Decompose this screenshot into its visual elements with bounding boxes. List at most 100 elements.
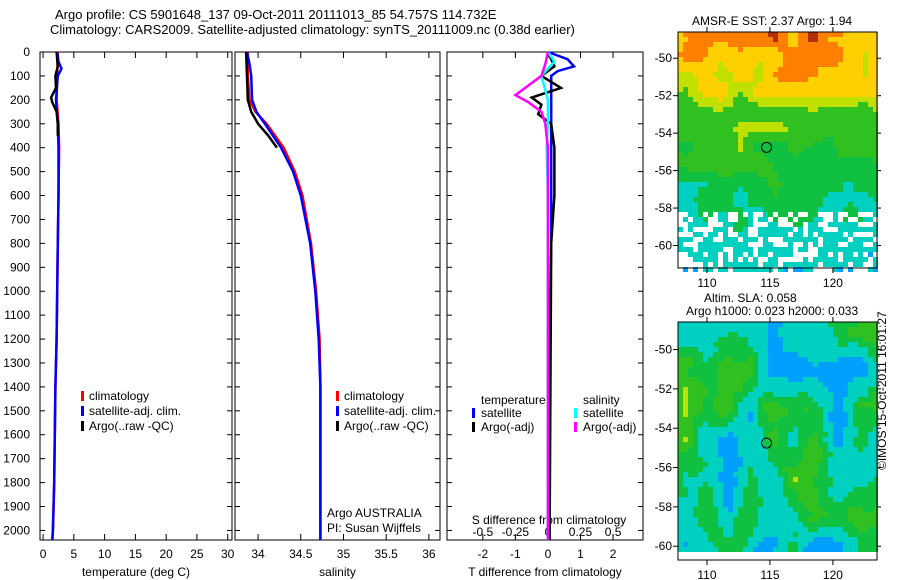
map-cell — [688, 387, 693, 392]
map-cell — [768, 32, 773, 37]
map-cell — [808, 397, 813, 402]
map-cell — [858, 412, 863, 417]
map-cell — [698, 472, 703, 477]
map-cell — [813, 227, 818, 232]
map-cell — [713, 402, 718, 407]
map-cell — [683, 377, 688, 382]
map-cell — [823, 422, 828, 427]
map-cell — [698, 162, 703, 167]
map-cell — [713, 232, 718, 237]
map-cell — [758, 137, 763, 142]
map-cell — [768, 377, 773, 382]
map-cell — [728, 522, 733, 527]
map-cell — [853, 92, 858, 97]
map-cell — [798, 342, 803, 347]
map-cell — [693, 77, 698, 82]
map-cell — [783, 37, 788, 42]
map-cell — [688, 517, 693, 522]
map-cell — [798, 357, 803, 362]
map-cell — [733, 367, 738, 372]
map-cell — [768, 387, 773, 392]
map-cell — [863, 412, 868, 417]
map-cell — [853, 142, 858, 147]
map-cell — [828, 347, 833, 352]
y-tick-label: 900 — [10, 260, 30, 274]
map-cell — [743, 397, 748, 402]
map-cell — [778, 447, 783, 452]
map-cell — [788, 57, 793, 62]
map-cell — [788, 87, 793, 92]
map-cell — [843, 497, 848, 502]
map-cell — [788, 377, 793, 382]
map-cell — [873, 367, 878, 372]
map-cell — [678, 497, 683, 502]
map-cell — [783, 547, 788, 552]
map-cell — [778, 177, 783, 182]
map-cell — [828, 182, 833, 187]
map-cell — [753, 402, 758, 407]
map-cell — [848, 232, 853, 237]
map-cell — [848, 97, 853, 102]
map-cell — [693, 527, 698, 532]
x-axis-label: salinity — [319, 565, 356, 579]
map-cell — [863, 452, 868, 457]
map-cell — [718, 537, 723, 542]
map-cell — [763, 237, 768, 242]
map-cell — [818, 97, 823, 102]
map-cell — [828, 62, 833, 67]
map-cell — [698, 467, 703, 472]
map-cell — [698, 392, 703, 397]
map-cell — [723, 102, 728, 107]
map-cell — [733, 477, 738, 482]
map-cell — [818, 37, 823, 42]
map-cell — [788, 492, 793, 497]
map-cell — [768, 427, 773, 432]
map-cell — [778, 417, 783, 422]
map-cell — [688, 42, 693, 47]
map-cell — [698, 442, 703, 447]
map-cell — [763, 452, 768, 457]
map-cell — [868, 392, 873, 397]
map-cell — [678, 467, 683, 472]
map-cell — [718, 47, 723, 52]
map-cell — [703, 362, 708, 367]
map-cell — [683, 452, 688, 457]
map-cell — [708, 477, 713, 482]
map-cell — [723, 547, 728, 552]
map-cell — [758, 397, 763, 402]
map-cell — [713, 497, 718, 502]
map-cell — [798, 542, 803, 547]
map-cell — [718, 242, 723, 247]
map-cell — [838, 117, 843, 122]
map-cell — [778, 122, 783, 127]
map-cell — [818, 502, 823, 507]
map-cell — [798, 382, 803, 387]
map-cell — [868, 137, 873, 142]
map-cell — [738, 62, 743, 67]
map-cell — [738, 222, 743, 227]
map-cell — [868, 192, 873, 197]
map-cell — [688, 37, 693, 42]
map-cell — [703, 137, 708, 142]
map-cell — [843, 192, 848, 197]
map-cell — [763, 537, 768, 542]
map-cell — [738, 347, 743, 352]
x-tick-label: 5 — [71, 547, 78, 561]
map-cell — [803, 177, 808, 182]
map-cell — [773, 202, 778, 207]
map-cell — [763, 192, 768, 197]
map-cell — [778, 372, 783, 377]
map-cell — [788, 322, 793, 327]
map-cell — [713, 427, 718, 432]
map-cell — [833, 407, 838, 412]
map-cell — [713, 247, 718, 252]
map-cell — [698, 82, 703, 87]
map-cell — [748, 262, 753, 267]
map-cell — [823, 257, 828, 262]
map-cell — [688, 352, 693, 357]
map-cell — [773, 207, 778, 212]
map-cell — [778, 147, 783, 152]
map-cell — [763, 42, 768, 47]
map-cell — [833, 102, 838, 107]
map-cell — [788, 512, 793, 517]
